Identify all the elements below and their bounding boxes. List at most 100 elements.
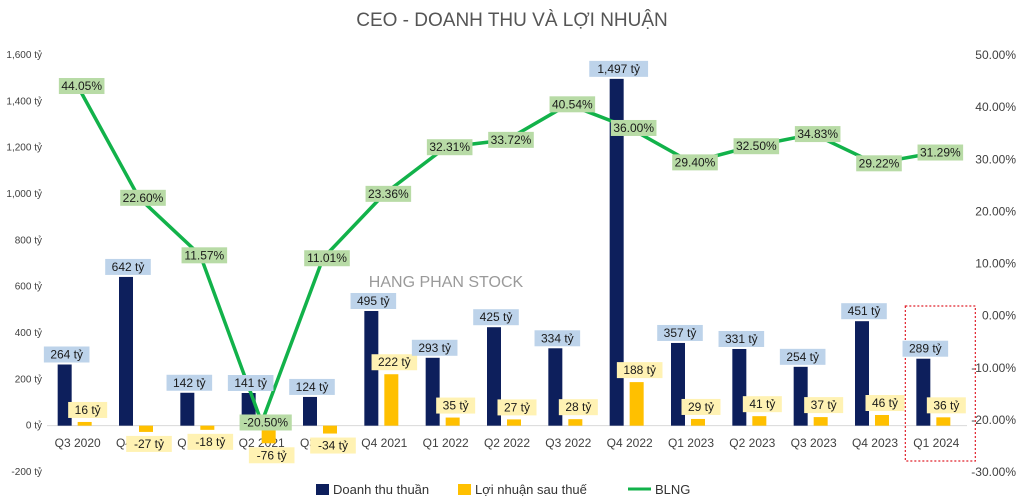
profit-label-text: 29 tỷ [688, 400, 714, 414]
revenue-label-text: 264 tỷ [50, 348, 83, 362]
revenue-label-bg [43, 346, 90, 363]
margin-label: 34.83% [794, 126, 841, 143]
profit-label-bg [616, 362, 663, 379]
revenue-label: 642 tỷ [105, 258, 151, 275]
margin-label: 31.29% [917, 144, 964, 161]
revenue-label: 334 tỷ [534, 330, 581, 347]
revenue-label-bg [534, 330, 581, 347]
margin-label: 40.54% [549, 96, 596, 113]
revenue-label-bg [779, 348, 826, 365]
x-tick-label: Q4 2021 [361, 436, 407, 450]
profit-bar [752, 416, 767, 426]
profit-label-text: -76 tỷ [257, 448, 287, 462]
profit-label-text: 37 tỷ [811, 398, 837, 412]
y2-tick-label: 50.00% [975, 48, 1016, 62]
legend-swatch [316, 484, 329, 495]
x-tick-label: Q2 2022 [484, 436, 530, 450]
revenue-label-bg [841, 303, 887, 320]
profit-bar [200, 425, 215, 430]
revenue-label-bg [105, 258, 151, 275]
revenue-label-bg [589, 60, 649, 77]
revenue-label-bg [657, 324, 703, 341]
x-tick-label: Q3 2023 [791, 436, 837, 450]
revenue-label-text: 334 tỷ [541, 331, 574, 345]
margin-label-text: 22.60% [123, 191, 164, 205]
y-tick-label: 1,000 tỷ [6, 188, 42, 200]
margin-label-bg [856, 155, 902, 172]
revenue-label-bg [166, 374, 213, 391]
profit-label: -18 tỷ [187, 433, 234, 450]
revenue-label-bg [350, 292, 397, 309]
profit-label: 27 tỷ [497, 399, 537, 416]
profit-label-text: -34 tỷ [318, 439, 348, 453]
revenue-label: 451 tỷ [841, 303, 887, 320]
margin-label-text: 11.57% [184, 248, 224, 262]
margin-label: 11.01% [304, 250, 350, 267]
profit-label-bg [681, 398, 721, 415]
y2-tick-label: -10.00% [971, 361, 1016, 375]
revenue-bar [425, 357, 440, 426]
revenue-label: 254 tỷ [779, 348, 826, 365]
highlight-box-rect [904, 305, 976, 462]
revenue-label: 357 tỷ [657, 324, 703, 341]
y2-tick-label: 0.00% [982, 309, 1016, 323]
revenue-bar [180, 392, 195, 426]
profit-label-bg [248, 447, 295, 464]
x-tick-label: Q3 2022 [545, 436, 591, 450]
profit-bar [77, 421, 92, 426]
margin-label-bg [239, 414, 292, 431]
margin-label-bg [794, 126, 841, 143]
profit-label: 35 tỷ [436, 397, 476, 414]
profit-bar [568, 419, 583, 426]
profit-label-text: 188 tỷ [623, 363, 656, 377]
margin-label-bg [181, 247, 228, 264]
revenue-label: 425 tỷ [473, 309, 519, 326]
profit-label: 16 tỷ [68, 401, 108, 418]
x-tick-label: Q4 2022 [607, 436, 653, 450]
margin-label-text: 33.72% [491, 133, 532, 147]
profit-label: -34 tỷ [310, 437, 356, 454]
revenue-label: 1,497 tỷ [589, 60, 649, 77]
profit-label-text: 35 tỷ [443, 399, 469, 413]
margin-label-bg [58, 78, 105, 95]
margin-label: 22.60% [120, 189, 166, 206]
revenue-bar [793, 366, 808, 426]
y2-tick-label: -20.00% [971, 413, 1016, 427]
margin-label: 32.31% [426, 139, 473, 156]
x-tick-label: Q3 2020 [55, 436, 101, 450]
profit-label-bg [371, 354, 418, 371]
profit-label: 41 tỷ [742, 396, 782, 413]
x-tick-label: Q1 2024 [913, 436, 959, 450]
revenue-label-text: 289 tỷ [909, 342, 942, 356]
revenue-label-text: 357 tỷ [664, 326, 697, 340]
margin-label: -20.50% [239, 414, 292, 431]
profit-bar [629, 382, 644, 426]
profit-label-text: 28 tỷ [565, 400, 591, 414]
revenue-label: 289 tỷ [902, 340, 949, 357]
legend-item: Doanh thu thuần [316, 482, 429, 497]
revenue-label: 124 tỷ [289, 378, 335, 395]
profit-label: 36 tỷ [926, 397, 966, 414]
revenue-label: 142 tỷ [166, 374, 213, 391]
revenue-bar [119, 276, 133, 426]
y-tick-label: 1,200 tỷ [6, 142, 42, 154]
margin-label-text: 29.22% [859, 156, 900, 170]
margin-label-text: 36.00% [613, 121, 654, 135]
data-labels: 264 tỷ 16 tỷ 642 tỷ -27 tỷ 142 tỷ -18 tỷ 141 t… [43, 60, 966, 464]
revenue-label-bg [289, 378, 335, 395]
profit-label-text: 41 tỷ [749, 397, 775, 411]
revenue-bar [916, 358, 931, 426]
margin-label-text: 40.54% [552, 97, 593, 111]
revenue-bar [364, 310, 379, 426]
highlight-box [904, 305, 976, 462]
profit-label-bg [187, 433, 234, 450]
revenue-label-text: 124 tỷ [296, 380, 329, 394]
profit-bar [813, 417, 828, 426]
margin-label-text: 32.31% [429, 140, 470, 154]
margin-label-text: 23.36% [368, 187, 409, 201]
profit-bar [691, 418, 705, 426]
profit-label: 188 tỷ [616, 362, 663, 379]
y-tick-label: 800 tỷ [15, 234, 42, 246]
revenue-label-text: 142 tỷ [173, 376, 206, 390]
